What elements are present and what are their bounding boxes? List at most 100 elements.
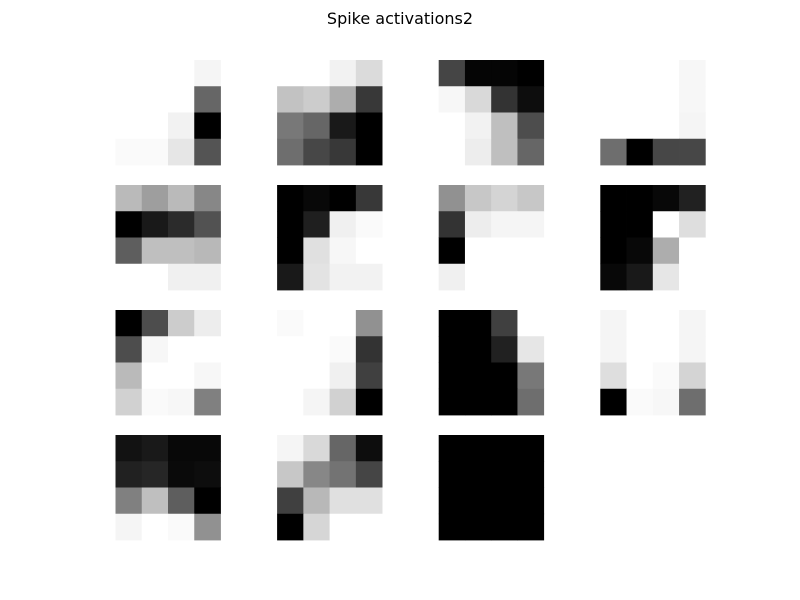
- heatmap-cell: [115, 112, 143, 140]
- heatmap-cell: [168, 435, 195, 462]
- heatmap-cell: [277, 112, 304, 140]
- heatmap-cell: [168, 336, 195, 363]
- heatmap-cell: [626, 86, 654, 113]
- heatmap-cell: [600, 237, 627, 265]
- heatmap-cell: [115, 513, 143, 541]
- heatmap-cell: [329, 461, 357, 488]
- heatmap-cell: [168, 112, 195, 140]
- heatmap-cell: [517, 263, 545, 291]
- heatmap-cell: [491, 112, 518, 140]
- heatmap-cell: [464, 138, 492, 166]
- heatmap-cell: [679, 263, 706, 291]
- heatmap-cell: [141, 237, 169, 265]
- heatmap-cell: [277, 86, 304, 113]
- heatmap-cell: [464, 362, 492, 390]
- heatmap-cell: [679, 86, 706, 113]
- heatmap-cell: [141, 112, 169, 140]
- heatmap-cell: [277, 310, 304, 337]
- heatmap-cell: [277, 237, 304, 265]
- heatmap-cell: [438, 112, 466, 140]
- heatmap-panel-2: [277, 60, 383, 166]
- heatmap-cell: [464, 310, 492, 337]
- heatmap-cell: [438, 388, 466, 416]
- heatmap-cell: [355, 336, 383, 363]
- heatmap-cell: [329, 138, 357, 166]
- heatmap-cell: [329, 388, 357, 416]
- heatmap-cell: [194, 435, 221, 462]
- heatmap-cell: [491, 263, 518, 291]
- heatmap-cell: [141, 461, 169, 488]
- heatmap-cell: [277, 185, 304, 212]
- heatmap-cell: [517, 138, 545, 166]
- heatmap-cell: [115, 185, 143, 212]
- heatmap-cell: [277, 60, 304, 87]
- heatmap-cell: [141, 388, 169, 416]
- heatmap-cell: [168, 388, 195, 416]
- heatmap-cell: [329, 513, 357, 541]
- heatmap-cell: [464, 388, 492, 416]
- heatmap-panel-1: [115, 60, 221, 166]
- heatmap-cell: [600, 86, 627, 113]
- heatmap-cell: [464, 263, 492, 291]
- heatmap-cell: [303, 112, 330, 140]
- heatmap-cell: [626, 211, 654, 238]
- heatmap-cell: [168, 513, 195, 541]
- heatmap-cell: [277, 487, 304, 515]
- heatmap-cell: [329, 60, 357, 87]
- heatmap-cell: [115, 86, 143, 113]
- heatmap-cell: [679, 237, 706, 265]
- heatmap-cell: [517, 362, 545, 390]
- heatmap-cell: [626, 138, 654, 166]
- heatmap-cell: [303, 513, 330, 541]
- heatmap-cell: [168, 185, 195, 212]
- heatmap-cell: [438, 263, 466, 291]
- heatmap-cell: [329, 435, 357, 462]
- heatmap-cell: [464, 461, 492, 488]
- heatmap-cell: [517, 310, 545, 337]
- heatmap-cell: [141, 263, 169, 291]
- heatmap-cell: [277, 336, 304, 363]
- heatmap-cell: [517, 336, 545, 363]
- heatmap-panel-6: [277, 185, 383, 291]
- heatmap-cell: [329, 86, 357, 113]
- heatmap-cell: [141, 513, 169, 541]
- heatmap-cell: [438, 185, 466, 212]
- heatmap-cell: [517, 60, 545, 87]
- heatmap-cell: [355, 487, 383, 515]
- heatmap-cell: [141, 86, 169, 113]
- heatmap-cell: [141, 60, 169, 87]
- heatmap-cell: [626, 237, 654, 265]
- heatmap-cell: [491, 86, 518, 113]
- heatmap-panel-12: [600, 310, 706, 416]
- heatmap-cell: [626, 263, 654, 291]
- heatmap-cell: [626, 310, 654, 337]
- heatmap-cell: [679, 138, 706, 166]
- heatmap-cell: [168, 263, 195, 291]
- heatmap-cell: [303, 211, 330, 238]
- heatmap-cell: [194, 461, 221, 488]
- heatmap-cell: [329, 310, 357, 337]
- heatmap-cell: [626, 185, 654, 212]
- heatmap-cell: [491, 185, 518, 212]
- heatmap-cell: [168, 237, 195, 265]
- heatmap-cell: [115, 336, 143, 363]
- heatmap-panel-8: [600, 185, 706, 291]
- heatmap-cell: [329, 362, 357, 390]
- heatmap-cell: [517, 185, 545, 212]
- heatmap-cell: [194, 310, 221, 337]
- heatmap-cell: [168, 362, 195, 390]
- heatmap-cell: [679, 310, 706, 337]
- heatmap-cell: [329, 237, 357, 265]
- heatmap-cell: [464, 112, 492, 140]
- heatmap-cell: [329, 336, 357, 363]
- heatmap-cell: [141, 336, 169, 363]
- heatmap-cell: [303, 310, 330, 337]
- heatmap-cell: [626, 362, 654, 390]
- heatmap-cell: [491, 388, 518, 416]
- heatmap-cell: [115, 60, 143, 87]
- heatmap-cell: [491, 211, 518, 238]
- heatmap-cell: [438, 138, 466, 166]
- heatmap-cell: [652, 263, 680, 291]
- heatmap-cell: [464, 435, 492, 462]
- heatmap-cell: [438, 237, 466, 265]
